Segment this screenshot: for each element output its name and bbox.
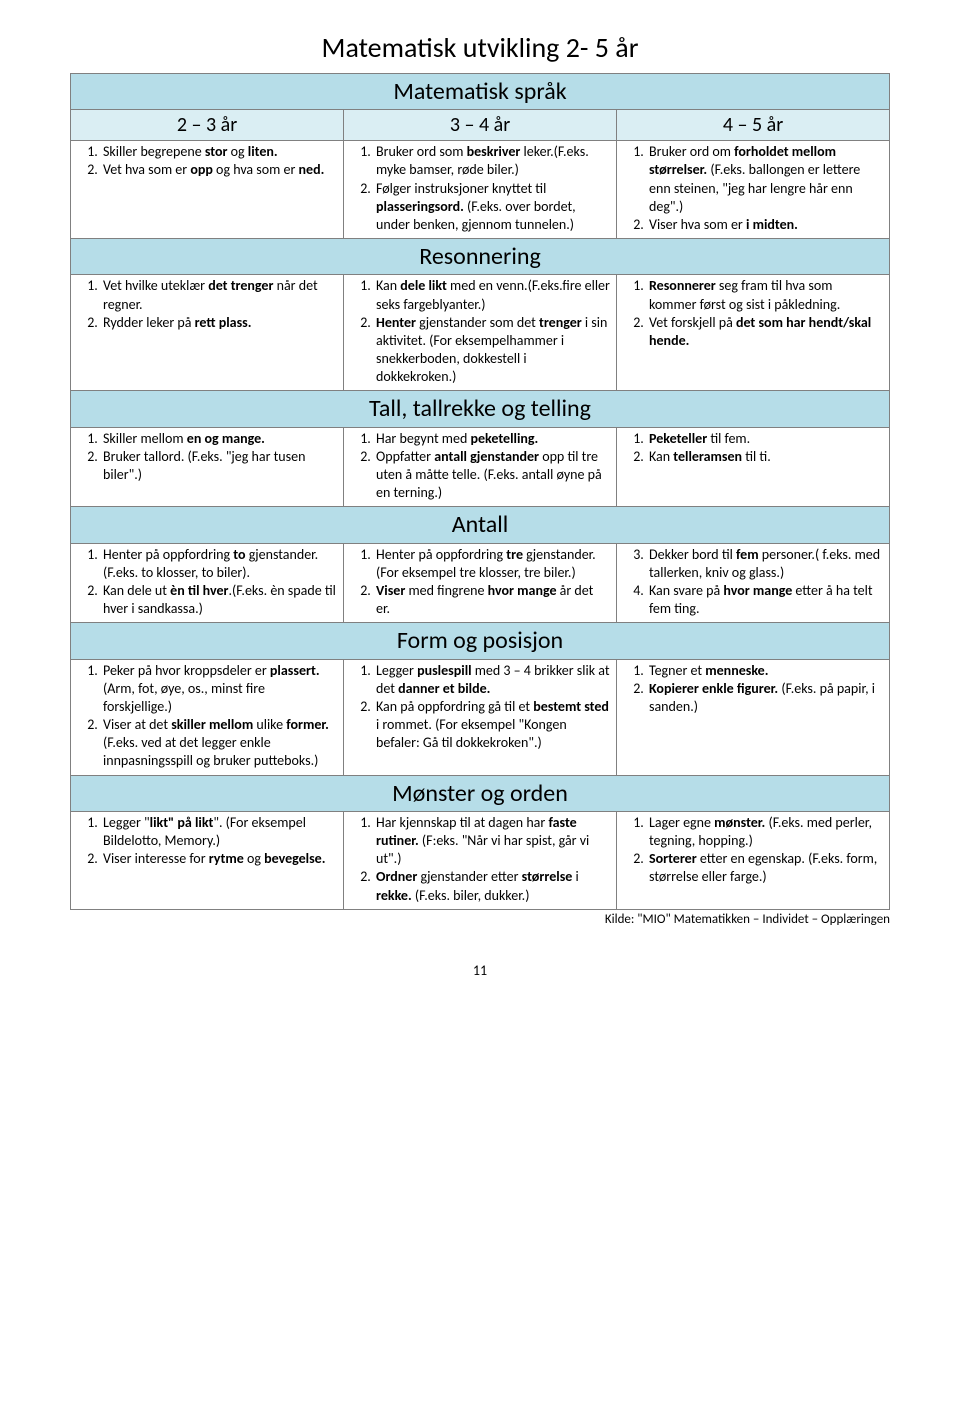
- list-item: Rydder leker på rett plass.: [101, 314, 337, 332]
- list-item: Legger puslespill med 3 – 4 brikker slik…: [374, 662, 610, 698]
- list-item: Legger "likt" på likt". (For eksempel Bi…: [101, 814, 337, 850]
- cell-tall-3: Peketeller til fem.Kan telleramsen til t…: [617, 427, 890, 507]
- list-item: Kan dele likt med en venn.(F.eks.fire el…: [374, 277, 610, 313]
- list-item: Tegner et menneske.: [647, 662, 883, 680]
- list-item: Viser at det skiller mellom ulike former…: [101, 716, 337, 771]
- list-item: Har kjennskap til at dagen har faste rut…: [374, 814, 610, 869]
- list-item: Skiller begrepene stor og liten.: [101, 143, 337, 161]
- list-item: Kan på oppfordring gå til et bestemt ste…: [374, 698, 610, 753]
- list-item: Kopierer enkle figurer. (F.eks. på papir…: [647, 680, 883, 716]
- list-item: Viser med fingrene hvor mange år det er.: [374, 582, 610, 618]
- list-item: Oppfatter antall gjenstander opp til tre…: [374, 448, 610, 503]
- cell-form-2: Legger puslespill med 3 – 4 brikker slik…: [344, 659, 617, 775]
- list-item: Bruker ord om forholdet mellom størrelse…: [647, 143, 883, 216]
- cell-antall-3: Dekker bord til fem personer.( f.eks. me…: [617, 543, 890, 623]
- list-item: Peketeller til fem.: [647, 430, 883, 448]
- cell-sprak-3: Bruker ord om forholdet mellom størrelse…: [617, 141, 890, 239]
- cell-resonnering-3: Resonnerer seg fram til hva som kommer f…: [617, 275, 890, 391]
- page-title: Matematisk utvikling 2- 5 år: [70, 30, 890, 65]
- age-col-2: 3 – 4 år: [344, 110, 617, 141]
- list-item: Vet forskjell på det som har hendt/skal …: [647, 314, 883, 350]
- list-item: Viser interesse for rytme og bevegelse.: [101, 850, 337, 868]
- source-citation: Kilde: "MIO" Matematikken – Individet – …: [70, 912, 890, 927]
- age-col-1: 2 – 3 år: [71, 110, 344, 141]
- list-item: Vet hva som er opp og hva som er ned.: [101, 161, 337, 179]
- cell-monster-2: Har kjennskap til at dagen har faste rut…: [344, 811, 617, 909]
- cell-monster-3: Lager egne mønster. (F.eks. med perler, …: [617, 811, 890, 909]
- list-item: Henter gjenstander som det trenger i sin…: [374, 314, 610, 387]
- list-item: Henter på oppfordring to gjenstander. (F…: [101, 546, 337, 582]
- cell-tall-1: Skiller mellom en og mange.Bruker tallor…: [71, 427, 344, 507]
- list-item: Skiller mellom en og mange.: [101, 430, 337, 448]
- content-table: Matematisk språk 2 – 3 år 3 – 4 år 4 – 5…: [70, 73, 890, 910]
- cell-sprak-1: Skiller begrepene stor og liten.Vet hva …: [71, 141, 344, 239]
- cell-antall-2: Henter på oppfordring tre gjenstander. (…: [344, 543, 617, 623]
- list-item: Resonnerer seg fram til hva som kommer f…: [647, 277, 883, 313]
- age-col-3: 4 – 5 år: [617, 110, 890, 141]
- list-item: Dekker bord til fem personer.( f.eks. me…: [647, 546, 883, 582]
- list-item: Har begynt med peketelling.: [374, 430, 610, 448]
- section-sprak: Matematisk språk: [71, 74, 890, 110]
- cell-monster-1: Legger "likt" på likt". (For eksempel Bi…: [71, 811, 344, 909]
- list-item: Viser hva som er i midten.: [647, 216, 883, 234]
- section-form: Form og posisjon: [71, 623, 890, 659]
- list-item: Henter på oppfordring tre gjenstander. (…: [374, 546, 610, 582]
- list-item: Kan telleramsen til ti.: [647, 448, 883, 466]
- cell-tall-2: Har begynt med peketelling.Oppfatter ant…: [344, 427, 617, 507]
- list-item: Følger instruksjoner knyttet til plasser…: [374, 180, 610, 235]
- section-monster: Mønster og orden: [71, 775, 890, 811]
- list-item: Kan svare på hvor mange etter å ha telt …: [647, 582, 883, 618]
- cell-form-3: Tegner et menneske.Kopierer enkle figure…: [617, 659, 890, 775]
- list-item: Vet hvilke uteklær det trenger når det r…: [101, 277, 337, 313]
- cell-resonnering-2: Kan dele likt med en venn.(F.eks.fire el…: [344, 275, 617, 391]
- list-item: Sorterer etter en egenskap. (F.eks. form…: [647, 850, 883, 886]
- list-item: Kan dele ut èn til hver.(F.eks. èn spade…: [101, 582, 337, 618]
- cell-sprak-2: Bruker ord som beskriver leker.(F.eks. m…: [344, 141, 617, 239]
- list-item: Peker på hvor kroppsdeler er plassert. (…: [101, 662, 337, 717]
- cell-resonnering-1: Vet hvilke uteklær det trenger når det r…: [71, 275, 344, 391]
- section-resonnering: Resonnering: [71, 239, 890, 275]
- list-item: Ordner gjenstander etter størrelse i rek…: [374, 868, 610, 904]
- section-tall: Tall, tallrekke og telling: [71, 391, 890, 427]
- list-item: Bruker tallord. (F.eks. "jeg har tusen b…: [101, 448, 337, 484]
- section-antall: Antall: [71, 507, 890, 543]
- list-item: Lager egne mønster. (F.eks. med perler, …: [647, 814, 883, 850]
- cell-form-1: Peker på hvor kroppsdeler er plassert. (…: [71, 659, 344, 775]
- list-item: Bruker ord som beskriver leker.(F.eks. m…: [374, 143, 610, 179]
- cell-antall-1: Henter på oppfordring to gjenstander. (F…: [71, 543, 344, 623]
- page-number: 11: [70, 962, 890, 979]
